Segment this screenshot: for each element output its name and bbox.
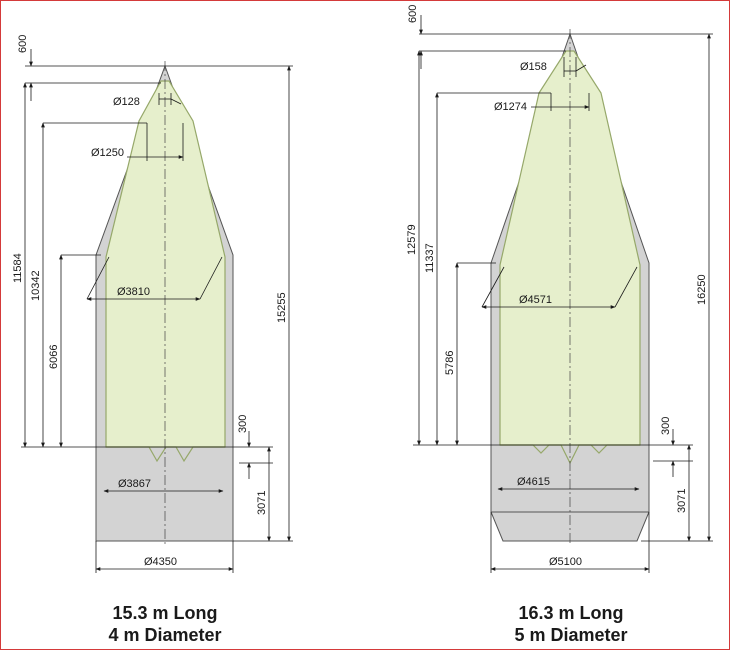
- fairing-5m-dim-h11337: 11337: [424, 243, 436, 273]
- fairing-5m-dim-d1274: Ø1274: [494, 101, 527, 113]
- fairing-4m-dim-d3810: Ø3810: [117, 286, 150, 298]
- fairing-5m-dim-h12579: 12579: [406, 224, 418, 255]
- fairing-4m-dim-d4350: Ø4350: [144, 556, 177, 568]
- fairing-4m-dim-h6066: 6066: [48, 345, 60, 369]
- fairing-5m-dim-h300: 300: [660, 417, 672, 435]
- fairing-4m-dim-h15255: 15255: [276, 292, 288, 323]
- fairing-5m-dim-h3071: 3071: [676, 489, 688, 513]
- fairing-4m-dim-h11584: 11584: [12, 253, 24, 283]
- fairing-5m-dim-d158: Ø158: [520, 61, 547, 73]
- fairing-4m-caption-diameter: 4 m Diameter: [108, 625, 222, 645]
- fairing-5m-dim-d4615: Ø4615: [517, 476, 550, 488]
- fairing-5m-caption: 16.3 m Long 5 m Diameter: [471, 602, 671, 646]
- fairing-4m-envelope: [105, 80, 226, 448]
- fairing-5m-caption-diameter: 5 m Diameter: [514, 625, 628, 645]
- fairing-5m-dim-h5786: 5786: [444, 351, 456, 375]
- fairing-4m-caption-length: 15.3 m Long: [112, 603, 218, 623]
- fairing-5m-dim-h600: 600: [407, 5, 419, 23]
- fairing-4m-dim-h10342: 10342: [30, 270, 42, 301]
- fairing-4m-dim-h3071: 3071: [256, 491, 268, 515]
- fairing-5m-dim-d4571: Ø4571: [519, 294, 552, 306]
- fairing-4m-dim-h600: 600: [17, 35, 29, 53]
- fairing-5m-dim-d5100: Ø5100: [549, 556, 582, 568]
- fairing-4m-caption: 15.3 m Long 4 m Diameter: [65, 602, 265, 646]
- fairing-4m: Ø128 Ø1250 Ø3810 Ø3867 Ø4350 600 1: [12, 35, 293, 573]
- fairing-4m-dim-d3867: Ø3867: [118, 478, 151, 490]
- fairing-5m-caption-length: 16.3 m Long: [518, 603, 624, 623]
- fairing-5m-dim-h16250: 16250: [696, 274, 708, 305]
- fairing-4m-dim-h300: 300: [237, 415, 249, 433]
- fairing-4m-dim-d128: Ø128: [113, 96, 140, 108]
- fairing-5m: Ø158 Ø1274 Ø4571 Ø4615 Ø5100 600 1: [406, 5, 713, 573]
- fairing-4m-dim-d1250: Ø1250: [91, 147, 124, 159]
